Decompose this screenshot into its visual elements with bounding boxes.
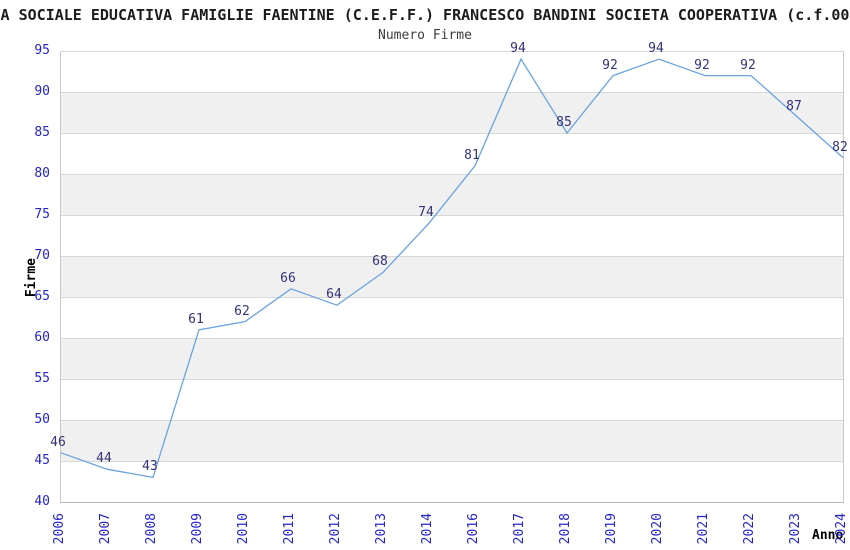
data-label: 92 bbox=[740, 57, 756, 73]
data-label: 87 bbox=[786, 98, 802, 114]
y-tick-label: 90 bbox=[34, 84, 50, 99]
line-series bbox=[60, 57, 844, 479]
x-tick-label: 2009 bbox=[190, 513, 205, 545]
x-tick-label: 2010 bbox=[236, 513, 251, 545]
x-tick-label: 2019 bbox=[604, 513, 619, 545]
plot-band bbox=[61, 215, 843, 256]
gridline bbox=[61, 51, 843, 52]
data-label: 43 bbox=[142, 459, 158, 475]
plot-band bbox=[61, 379, 843, 420]
data-label: 85 bbox=[556, 115, 572, 130]
x-tick-label: 2017 bbox=[512, 513, 527, 545]
plot-band bbox=[61, 256, 843, 297]
data-label: 62 bbox=[234, 303, 250, 319]
plot-area: 46 44 43 61 62 66 64 68 74 81 94 85 92 94 92 92 87 82 bbox=[50, 42, 848, 503]
x-tick-label: 2022 bbox=[742, 513, 757, 545]
data-label: 44 bbox=[96, 451, 112, 467]
y-tick-label: 95 bbox=[34, 43, 50, 58]
data-label: 74 bbox=[418, 205, 434, 221]
plot-band bbox=[61, 51, 843, 92]
data-label: 68 bbox=[372, 254, 388, 270]
data-label: 94 bbox=[648, 41, 664, 57]
y-tick-label: 75 bbox=[34, 207, 50, 222]
x-tick-label: 2007 bbox=[98, 513, 113, 545]
y-tick-label: 70 bbox=[34, 248, 50, 263]
x-tick-label: 2023 bbox=[788, 513, 803, 545]
y-tick-label: 40 bbox=[34, 494, 50, 509]
y-tick-label: 60 bbox=[34, 330, 50, 345]
x-tick-label: 2018 bbox=[558, 513, 573, 545]
plot-band bbox=[61, 133, 843, 174]
data-label: 46 bbox=[50, 434, 66, 450]
x-tick-label: 2011 bbox=[282, 513, 297, 545]
data-label: 92 bbox=[602, 57, 618, 73]
x-tick-label: 2006 bbox=[52, 513, 67, 545]
x-tick-label: 2024 bbox=[834, 513, 849, 545]
gridline bbox=[61, 215, 843, 216]
y-tick-label: 50 bbox=[34, 412, 50, 427]
gridline bbox=[61, 461, 843, 462]
data-label: 64 bbox=[326, 287, 342, 303]
plot-band bbox=[61, 461, 843, 502]
gridline bbox=[61, 420, 843, 421]
y-tick-label: 65 bbox=[34, 289, 50, 304]
x-tick-label: 2016 bbox=[466, 513, 481, 545]
gridline bbox=[61, 174, 843, 175]
y-tick-label: 85 bbox=[34, 125, 50, 140]
data-label: 92 bbox=[694, 57, 710, 73]
plot-band bbox=[61, 297, 843, 338]
chart-title: VA SOCIALE EDUCATIVA FAMIGLIE FAENTINE (… bbox=[0, 6, 850, 24]
data-label: 66 bbox=[280, 270, 296, 286]
gridline bbox=[61, 133, 843, 134]
gridline bbox=[61, 338, 843, 339]
chart-subtitle: Numero Firme bbox=[378, 28, 472, 43]
x-tick-label: 2020 bbox=[650, 513, 665, 545]
x-tick-label: 2014 bbox=[420, 513, 435, 545]
gridline bbox=[61, 297, 843, 298]
data-label: 61 bbox=[188, 311, 204, 327]
plot-band bbox=[61, 92, 843, 133]
x-axis-title: Anno bbox=[812, 528, 844, 543]
x-tick-label: 2008 bbox=[144, 513, 159, 545]
gridline bbox=[61, 379, 843, 380]
y-tick-label: 55 bbox=[34, 371, 50, 386]
gridline bbox=[61, 92, 843, 93]
plot-band bbox=[61, 338, 843, 379]
x-tick-label: 2021 bbox=[696, 513, 711, 545]
data-label: 94 bbox=[510, 41, 526, 57]
x-tick-label: 2013 bbox=[374, 513, 389, 545]
data-label: 82 bbox=[832, 139, 848, 155]
y-tick-label: 80 bbox=[34, 166, 50, 181]
gridline bbox=[61, 256, 843, 257]
plot-band bbox=[61, 420, 843, 461]
y-tick-label: 45 bbox=[34, 453, 50, 468]
x-tick-label: 2012 bbox=[328, 513, 343, 545]
data-label: 81 bbox=[464, 147, 480, 163]
